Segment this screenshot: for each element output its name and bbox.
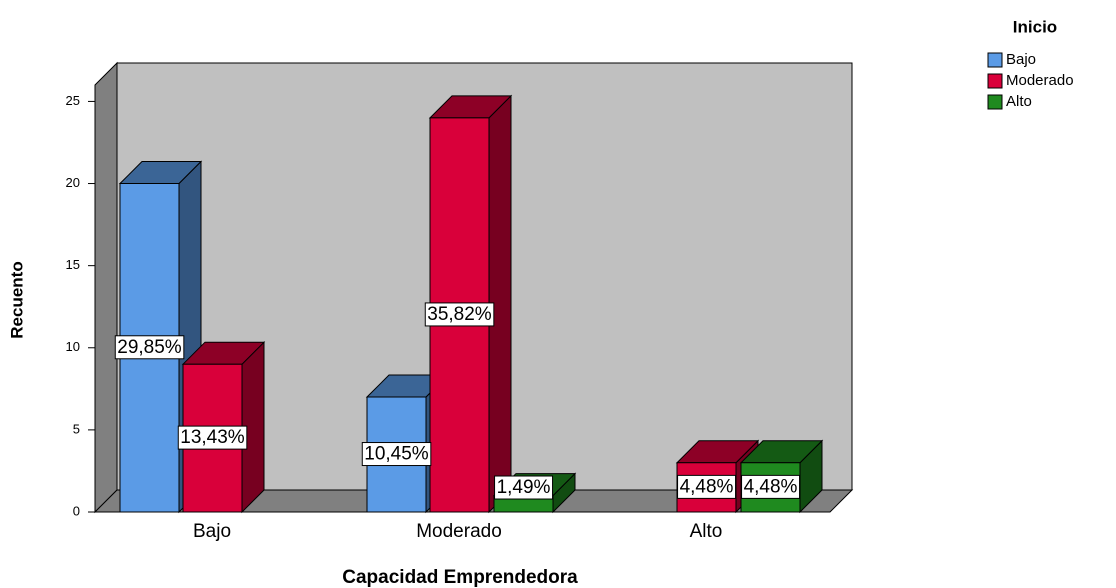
x-tick-label: Bajo — [193, 521, 231, 542]
value-label-box — [741, 474, 801, 499]
value-label-box — [677, 474, 737, 499]
legend-swatch — [987, 52, 1003, 68]
value-label: 29,85% — [117, 337, 182, 358]
value-label-box — [361, 442, 432, 467]
y-tick-label: 20 — [66, 175, 80, 190]
legend-label: Alto — [1006, 93, 1032, 110]
x-axis-title: Capacidad Emprendedora — [342, 567, 578, 588]
y-tick-label: 10 — [66, 339, 80, 354]
value-label: 4,48% — [680, 476, 734, 497]
value-label: 10,45% — [364, 444, 429, 465]
y-tick-label: 15 — [66, 257, 80, 272]
left-wall — [94, 61, 118, 514]
y-axis-title: Recuento — [7, 261, 26, 338]
value-label: 13,43% — [180, 427, 245, 448]
y-tick-label: 5 — [73, 421, 80, 436]
value-label-box — [114, 335, 185, 360]
y-tick-label: 0 — [73, 503, 80, 518]
legend-swatch — [987, 73, 1003, 89]
y-tick-label: 25 — [66, 93, 80, 108]
value-label: 4,48% — [744, 476, 798, 497]
value-label-box — [494, 475, 554, 500]
x-tick-label: Moderado — [416, 521, 502, 542]
value-label: 1,49% — [497, 477, 551, 498]
legend-swatch — [987, 94, 1003, 110]
value-label-box — [177, 425, 248, 450]
value-label: 35,82% — [427, 304, 492, 325]
legend-label: Moderado — [1006, 72, 1074, 89]
x-tick-label: Alto — [690, 521, 723, 542]
value-label-box — [424, 302, 495, 327]
legend-label: Bajo — [1006, 51, 1036, 68]
legend-title: Inicio — [1013, 17, 1057, 36]
